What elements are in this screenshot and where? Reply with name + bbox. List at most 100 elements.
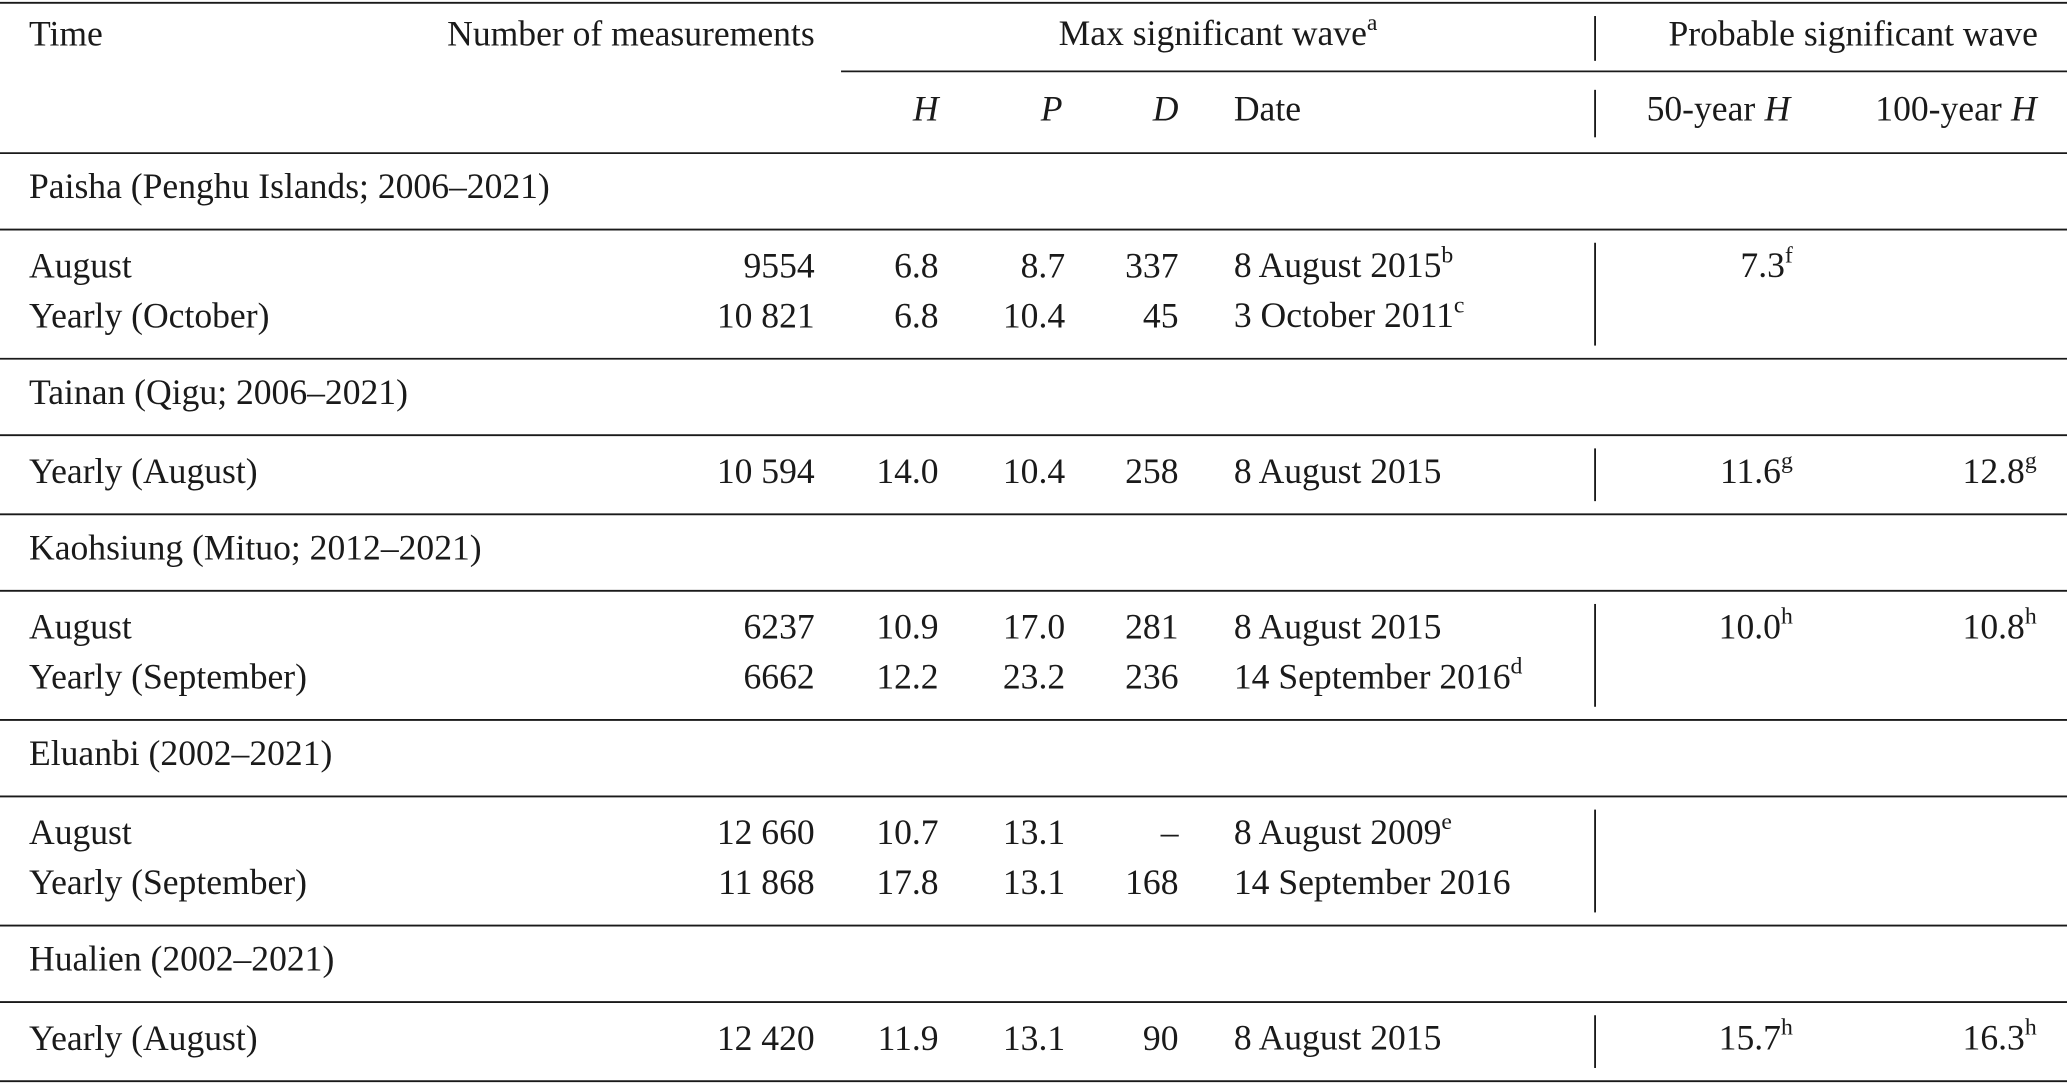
cell: August: [29, 606, 132, 646]
cell: 14 September 2016d: [1234, 654, 1523, 697]
cell: Yearly (October): [29, 295, 269, 335]
cell: 16.3h: [1963, 1015, 2037, 1058]
cell: Yearly (September): [29, 657, 307, 697]
cell-text: 15.7: [1719, 1018, 1781, 1058]
cell: 10.0h: [1719, 604, 1793, 647]
cell-note: h: [2025, 604, 2037, 630]
cell: 11.9: [878, 1018, 939, 1058]
cell-text: 11.6: [1720, 451, 1781, 491]
cell-note: c: [1454, 293, 1465, 319]
cell-text: 8 August 2015: [1234, 1018, 1442, 1058]
cell: 12 660: [717, 812, 815, 852]
cell: 10 594: [717, 451, 815, 491]
group-label: Eluanbi (2002–2021): [29, 733, 332, 773]
cell: 7.3f: [1740, 243, 1792, 286]
cell: 14.0: [876, 451, 938, 491]
cell: 12.2: [876, 657, 938, 697]
cell: 258: [1125, 451, 1178, 491]
group-label: Kaohsiung (Mituo; 2012–2021): [29, 527, 482, 567]
cell-text: 16.3: [1963, 1018, 2025, 1058]
cell: 45: [1143, 295, 1179, 335]
cell: 11.6g: [1720, 448, 1793, 491]
cell-text: 8 August 2009: [1234, 812, 1442, 852]
header-cell-text: 50-year: [1647, 88, 1756, 128]
cell-text: 10.8: [1963, 606, 2025, 646]
cell-text: 7.3: [1740, 245, 1784, 285]
cell: 23.2: [1003, 657, 1065, 697]
cell: 8 August 2015: [1234, 606, 1442, 646]
cell: 6662: [744, 657, 815, 697]
header-cell: Max significant wavea: [1059, 11, 1378, 54]
cell-note: b: [1441, 243, 1453, 269]
cell-text: 14 September 2016: [1234, 862, 1511, 902]
cell: 3 October 2011c: [1234, 293, 1465, 336]
cell: 10 821: [717, 295, 815, 335]
cell-note: f: [1785, 243, 1793, 269]
cell: 11 868: [718, 862, 815, 902]
cell: 9554: [744, 245, 815, 285]
cell: 8.7: [1021, 245, 1065, 285]
group-label: Tainan (Qigu; 2006–2021): [29, 372, 408, 412]
cell-note: g: [1781, 448, 1793, 474]
cell: 10.9: [876, 606, 938, 646]
cell: 337: [1125, 245, 1178, 285]
cell: 14 September 2016: [1234, 862, 1511, 902]
cell: 168: [1125, 862, 1178, 902]
group-label: Paisha (Penghu Islands; 2006–2021): [29, 166, 550, 206]
cell-text: 14 September 2016: [1234, 657, 1511, 697]
cell: 90: [1143, 1018, 1179, 1058]
cell: 8 August 2015: [1234, 451, 1442, 491]
cell: Yearly (September): [29, 862, 307, 902]
header-cell-text: Max significant wave: [1059, 13, 1367, 53]
cell-text: 8 August 2015: [1234, 245, 1442, 285]
cell: 17.0: [1003, 606, 1065, 646]
cell-text: 10.0: [1719, 606, 1781, 646]
cell: 236: [1125, 657, 1178, 697]
cell: 8 August 2015: [1234, 1018, 1442, 1058]
cell-text: 8 August 2015: [1234, 451, 1442, 491]
header-cell: D: [1152, 88, 1179, 128]
cell: Yearly (August): [29, 1018, 258, 1058]
header-cell: Probable significant wave: [1668, 13, 2038, 53]
cell-note: h: [1781, 604, 1793, 630]
cell: 12.8g: [1963, 448, 2037, 491]
cell: August: [29, 245, 132, 285]
cell: 8 August 2015b: [1234, 243, 1453, 286]
header-cell: 100-year H: [1875, 88, 2039, 128]
cell-note: e: [1441, 810, 1452, 836]
header-cell-note: a: [1367, 11, 1378, 37]
header-cell: P: [1040, 88, 1063, 128]
group-label: Hualien (2002–2021): [29, 939, 334, 979]
cell: –: [1160, 812, 1180, 852]
cell: 13.1: [1003, 812, 1065, 852]
cell: 281: [1125, 606, 1178, 646]
cell-text: 3 October 2011: [1234, 295, 1454, 335]
header-cell: Time: [29, 13, 103, 53]
cell: 10.7: [876, 812, 938, 852]
cell: August: [29, 812, 132, 852]
cell-text: 12.8: [1963, 451, 2025, 491]
header-cell: 50-year H: [1647, 88, 1793, 128]
cell: 6.8: [894, 295, 938, 335]
cell: Yearly (August): [29, 451, 258, 491]
cell-note: g: [2025, 448, 2037, 474]
cell-note: d: [1511, 654, 1523, 680]
cell-note: h: [2025, 1015, 2037, 1041]
header-cell: H: [912, 88, 941, 128]
cell: 8 August 2009e: [1234, 810, 1452, 853]
cell: 13.1: [1003, 1018, 1065, 1058]
cell: 12 420: [717, 1018, 815, 1058]
cell: 10.4: [1003, 295, 1065, 335]
cell: 15.7h: [1719, 1015, 1793, 1058]
cell: 6.8: [894, 245, 938, 285]
header-cell: Date: [1234, 88, 1301, 128]
cell-note: h: [1781, 1015, 1793, 1041]
cell: 6237: [744, 606, 815, 646]
header-cell-space: H: [2010, 88, 2039, 128]
cell: 13.1: [1003, 862, 1065, 902]
cell-text: 8 August 2015: [1234, 606, 1442, 646]
header-cell-text: 100-year: [1875, 88, 2002, 128]
cell: 10.4: [1003, 451, 1065, 491]
cell: 10.8h: [1963, 604, 2037, 647]
